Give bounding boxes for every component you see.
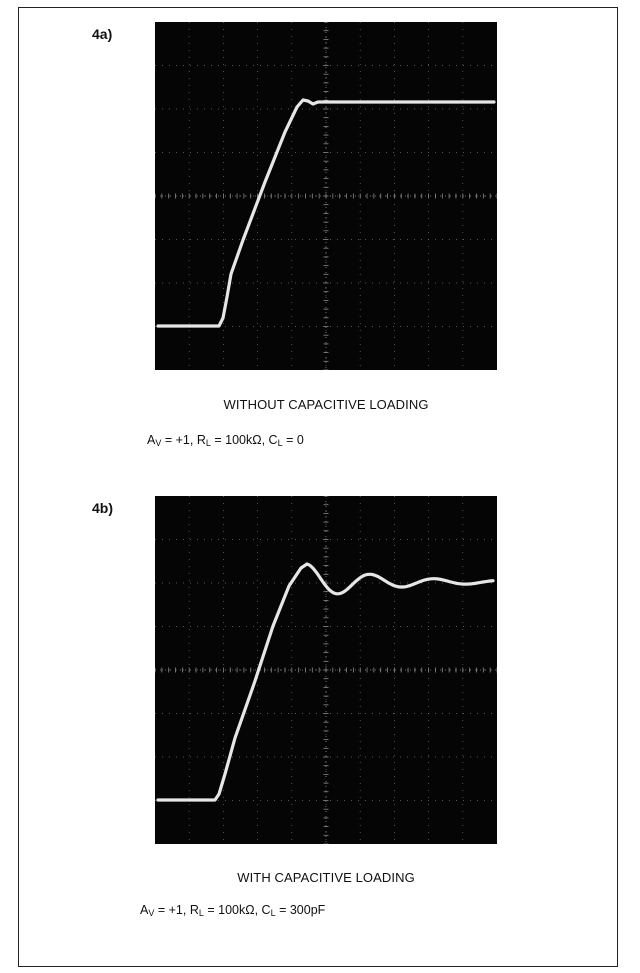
test-conditions-4a: AV = +1, RL = 100kΩ, CL = 0	[147, 433, 304, 448]
figure-label-4b: 4b)	[92, 500, 113, 516]
oscilloscope-trace-4a	[155, 22, 497, 370]
oscilloscope-trace-4b	[155, 496, 497, 844]
graticule	[155, 22, 497, 370]
caption-4b: WITH CAPACITIVE LOADING	[237, 870, 415, 885]
figure-frame	[18, 7, 618, 967]
scope-screen-4a	[155, 22, 497, 370]
trace-without-capacitive-loading	[156, 98, 496, 328]
graticule	[155, 496, 497, 844]
test-conditions-4b: AV = +1, RL = 100kΩ, CL = 300pF	[140, 903, 326, 918]
caption-4a: WITHOUT CAPACITIVE LOADING	[223, 397, 429, 412]
figure-label-4a: 4a)	[92, 26, 113, 42]
scope-screen-4b	[155, 496, 497, 844]
trace-with-capacitive-loading	[156, 562, 495, 802]
